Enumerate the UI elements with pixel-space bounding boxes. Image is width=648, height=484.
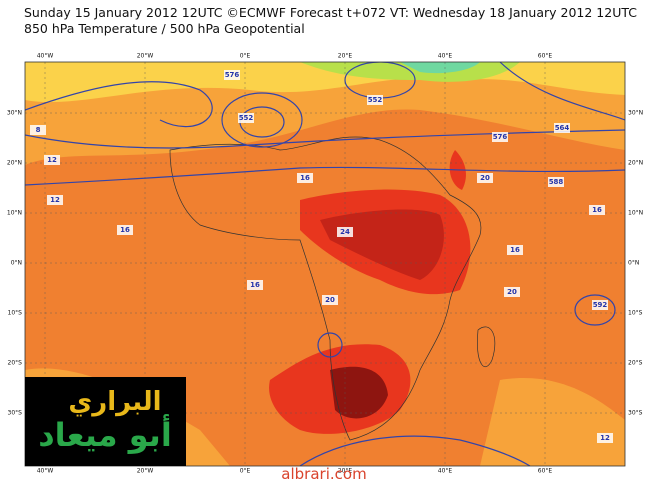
contour-label-box xyxy=(47,195,63,205)
watermark-box xyxy=(25,377,186,466)
contour-label: 20 xyxy=(507,288,517,296)
longitude-label: 40°E xyxy=(438,468,453,475)
longitude-label: 20°W xyxy=(137,468,154,475)
longitude-label: 40°E xyxy=(438,53,453,60)
header-line-2: 850 hPa Temperature / 500 hPa Geopotenti… xyxy=(24,21,305,36)
latitude-label: 30°N xyxy=(7,110,22,117)
africa-coast xyxy=(169,136,482,441)
axis-labels: 40°W 40°W 20°W 20°W 0°E 0°E 20°E 20°E 40°E 40°E 60… xyxy=(7,53,643,475)
contour-label: 24 xyxy=(340,228,350,236)
contour-label-box xyxy=(548,177,564,187)
longitude-label: 0°E xyxy=(240,468,251,475)
contour-label-box xyxy=(322,295,338,305)
contour-label: 20 xyxy=(325,296,335,304)
longitude-label: 40°W xyxy=(37,468,54,475)
contour-label: 552 xyxy=(368,96,383,104)
contour-label-box xyxy=(589,205,605,215)
contour-label-box xyxy=(30,125,46,135)
contour xyxy=(499,62,625,121)
watermark-line-1: البراري xyxy=(68,387,161,417)
contour-label-box xyxy=(247,280,263,290)
footer-site: albrari.com xyxy=(281,465,366,483)
longitude-label: 40°W xyxy=(37,53,54,60)
very-hot-area-south xyxy=(330,366,388,419)
contour-label-box xyxy=(337,227,353,237)
contour-label: 564 xyxy=(555,124,570,132)
contour-label: 552 xyxy=(239,114,254,122)
contour-label: 12 xyxy=(600,434,610,442)
latitude-label: 10°N xyxy=(628,210,643,217)
contour xyxy=(25,81,213,128)
contour-label-box xyxy=(238,113,254,123)
longitude-label: 60°E xyxy=(538,468,553,475)
contour-label: 16 xyxy=(120,226,130,234)
contour-label: 576 xyxy=(225,71,240,79)
latitude-label: 30°N xyxy=(628,110,643,117)
latitude-label: 0°N xyxy=(11,260,22,267)
latitude-label: 10°N xyxy=(7,210,22,217)
contour xyxy=(299,435,531,466)
contour xyxy=(221,92,303,148)
longitude-label: 20°W xyxy=(137,53,154,60)
contour-label-box xyxy=(367,95,383,105)
watermark-line-2: أبو ميعاد xyxy=(38,414,172,454)
header-line-1: Sunday 15 January 2012 12UTC ©ECMWF Fore… xyxy=(24,5,637,20)
contour-label: 16 xyxy=(250,281,260,289)
contour-label-box xyxy=(597,433,613,443)
contour-label-box xyxy=(477,173,493,183)
contour-label: 588 xyxy=(549,178,564,186)
south-east-band xyxy=(480,378,625,466)
contour xyxy=(25,129,625,149)
contour-label: 8 xyxy=(36,126,41,134)
contour xyxy=(574,294,616,326)
latitude-label: 30°S xyxy=(8,410,23,417)
contour-label-box xyxy=(297,173,313,183)
cold-band xyxy=(400,62,480,74)
contour-label: 16 xyxy=(510,246,520,254)
latitude-label: 0°N xyxy=(628,260,639,267)
latitude-label: 20°S xyxy=(8,360,23,367)
contour-label: 12 xyxy=(50,196,60,204)
contour-label-box xyxy=(507,245,523,255)
longitude-label: 60°E xyxy=(538,53,553,60)
contour-label: 16 xyxy=(300,174,310,182)
longitude-label: 20°E xyxy=(338,468,353,475)
latitude-label: 30°S xyxy=(628,410,643,417)
contour-label-box xyxy=(224,70,240,80)
longitude-label: 0°E xyxy=(240,53,251,60)
contour-label-box xyxy=(554,123,570,133)
latitude-label: 20°N xyxy=(7,160,22,167)
map-frame xyxy=(24,61,626,467)
latitude-label: 20°S xyxy=(628,360,643,367)
contour-label: 12 xyxy=(47,156,57,164)
longitude-label: 20°E xyxy=(338,53,353,60)
contour xyxy=(25,166,625,186)
contour-label: 576 xyxy=(493,133,508,141)
contour-labels: 576 552 8 12 16 16 16 20 24 20 16 576 564 552 16 20 592 5… xyxy=(30,70,613,443)
contour xyxy=(317,332,343,358)
latitude-label: 20°N xyxy=(628,160,643,167)
latitude-label: 10°S xyxy=(628,310,643,317)
contour-label: 16 xyxy=(592,206,602,214)
contour-label: 20 xyxy=(480,174,490,182)
contour-label-box xyxy=(44,155,60,165)
latitude-label: 10°S xyxy=(8,310,23,317)
contour-label-box xyxy=(504,287,520,297)
contour-label-box xyxy=(492,132,508,142)
contour-label-box xyxy=(117,225,133,235)
madagascar-coast xyxy=(477,326,496,368)
contour-label: 592 xyxy=(593,301,608,309)
contour-label-box xyxy=(592,300,608,310)
